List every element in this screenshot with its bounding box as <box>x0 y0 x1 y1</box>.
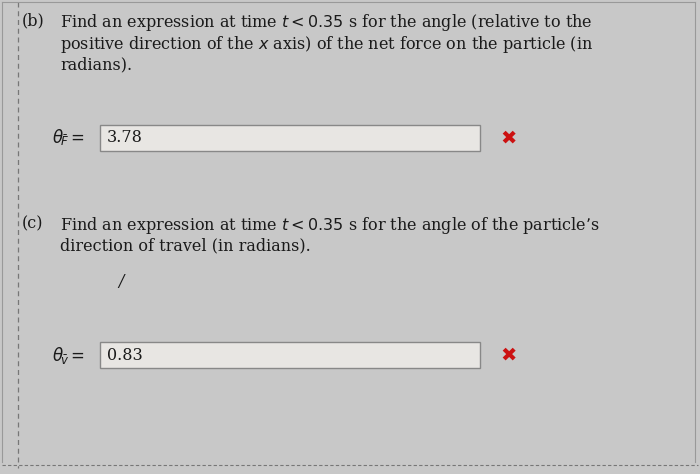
Text: 0.83: 0.83 <box>107 346 143 364</box>
Text: /: / <box>118 273 123 290</box>
Text: positive direction of the $x$ axis) of the net force on the particle (in: positive direction of the $x$ axis) of t… <box>60 34 593 55</box>
FancyBboxPatch shape <box>100 125 480 151</box>
Text: direction of travel (in radians).: direction of travel (in radians). <box>60 237 311 254</box>
Text: Find an expression at time $t < 0.35$ s for the angle (relative to the: Find an expression at time $t < 0.35$ s … <box>60 12 592 33</box>
Text: Find an expression at time $t < 0.35$ s for the angle of the particle’s: Find an expression at time $t < 0.35$ s … <box>60 215 600 236</box>
Text: $\theta_{\!\bar{F}} =$: $\theta_{\!\bar{F}} =$ <box>52 128 85 148</box>
Text: ✖: ✖ <box>500 128 517 147</box>
FancyBboxPatch shape <box>100 342 480 368</box>
Text: radians).: radians). <box>60 56 132 73</box>
Text: (b): (b) <box>22 12 45 29</box>
Text: 3.78: 3.78 <box>107 129 143 146</box>
Text: ✖: ✖ <box>500 346 517 365</box>
Text: (c): (c) <box>22 215 43 232</box>
Text: $\theta_{\!\bar{v}} =$: $\theta_{\!\bar{v}} =$ <box>52 345 85 365</box>
